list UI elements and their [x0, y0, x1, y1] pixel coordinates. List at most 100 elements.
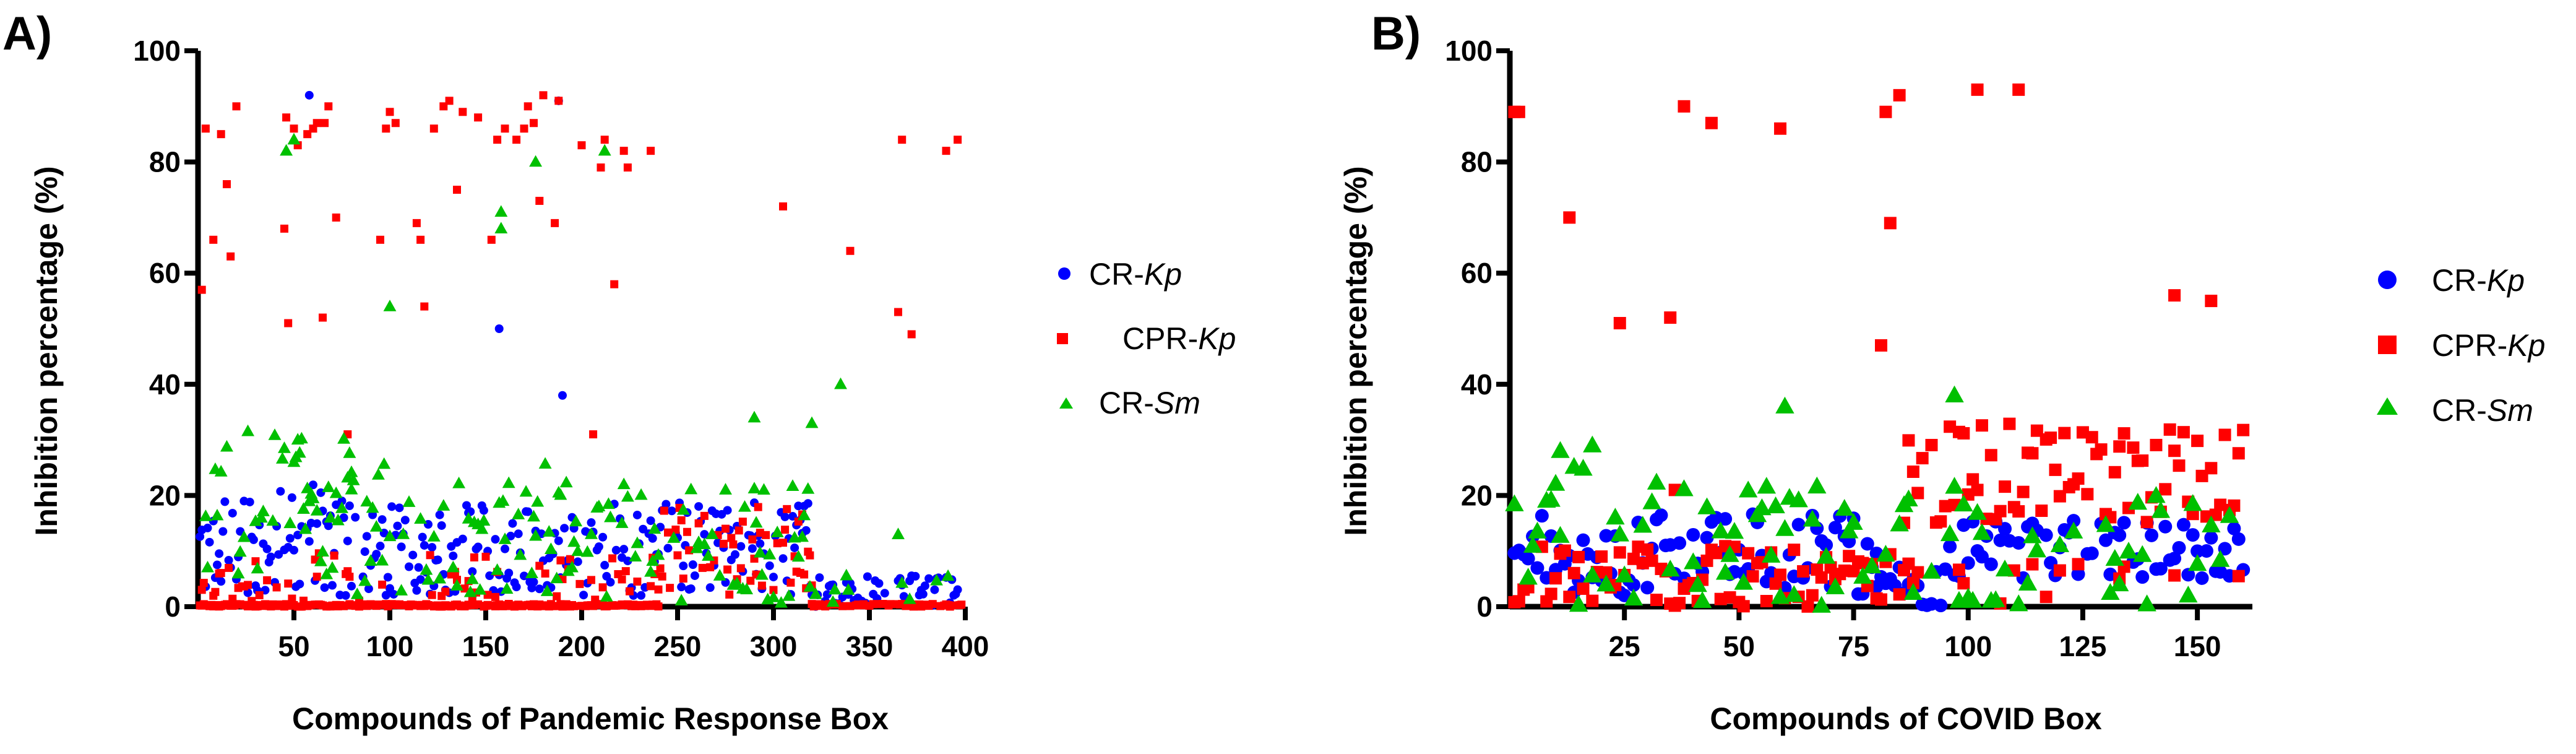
data-point-cpr-kp — [1952, 563, 1965, 576]
data-point-cpr-kp — [1673, 597, 1686, 610]
legend-label-cr-sm-a: CR-Sm — [1099, 386, 1200, 420]
data-point-cr-sm — [525, 566, 538, 578]
data-point-cpr-kp — [2117, 427, 2130, 440]
data-point-cpr-kp — [312, 573, 321, 581]
data-point-cr-sm — [214, 464, 228, 477]
data-point-cr-sm — [644, 565, 658, 577]
data-point-cr-sm — [1614, 565, 1634, 583]
data-point-cr-kp — [420, 540, 429, 550]
data-point-cpr-kp — [2168, 444, 2181, 457]
data-point-cr-sm — [930, 573, 943, 586]
data-point-cr-kp — [412, 586, 421, 595]
data-point-cr-sm — [383, 529, 397, 542]
data-point-cpr-kp — [1746, 570, 1759, 583]
data-point-cr-sm — [1551, 526, 1570, 543]
data-point-cpr-kp — [2012, 505, 2025, 518]
data-point-cr-kp — [2168, 552, 2182, 566]
data-point-cr-kp — [790, 543, 799, 552]
data-point-cr-sm — [1606, 508, 1625, 525]
data-point-cr-sm — [834, 377, 847, 389]
x-tick-label-b: 100 — [1944, 630, 1992, 662]
data-point-cpr-kp — [2136, 454, 2149, 467]
data-point-cr-kp — [435, 510, 444, 519]
data-point-cr-sm — [314, 554, 327, 566]
data-point-cr-kp — [462, 501, 471, 510]
data-point-cpr-kp — [725, 590, 734, 599]
legend-marker-triangle-a — [1059, 397, 1073, 409]
data-point-cpr-kp — [736, 564, 745, 573]
data-point-cr-kp — [2071, 567, 2085, 581]
data-point-cpr-kp — [197, 285, 206, 294]
data-point-cr-kp — [1521, 552, 1535, 566]
data-point-cr-kp — [646, 516, 655, 526]
data-point-cr-kp — [228, 508, 237, 518]
data-point-cr-sm — [502, 476, 515, 488]
data-point-cr-kp — [1686, 527, 1700, 542]
data-point-cr-sm — [600, 590, 613, 602]
data-point-cpr-kp — [1549, 572, 1562, 585]
data-point-cr-sm — [233, 545, 247, 557]
data-point-cpr-kp — [209, 235, 218, 244]
data-point-cr-sm — [828, 583, 842, 595]
data-point-cr-kp — [458, 534, 467, 544]
data-point-cr-sm — [566, 560, 579, 573]
legend-item-cr-kp-a: CR-Kp — [1058, 257, 1182, 292]
data-point-cpr-kp — [769, 586, 778, 594]
data-point-cpr-kp — [248, 597, 256, 605]
data-point-cr-kp — [747, 544, 757, 553]
data-point-cr-sm — [383, 300, 397, 311]
data-point-cpr-kp — [553, 592, 561, 600]
data-point-cr-sm — [465, 572, 479, 584]
data-point-cr-sm — [519, 485, 533, 497]
data-point-cr-kp — [953, 585, 962, 594]
data-point-cpr-kp — [2168, 569, 2181, 582]
data-point-cpr-kp — [453, 186, 461, 194]
data-point-cr-sm — [316, 545, 329, 557]
data-point-cpr-kp — [255, 591, 264, 599]
data-point-cpr-kp — [263, 576, 272, 584]
legend-item-cr-sm-b: CR-Sm — [2377, 393, 2533, 428]
data-point-cr-sm — [1757, 477, 1777, 494]
data-point-cr-kp — [376, 542, 385, 551]
data-point-cr-sm — [1803, 509, 1822, 527]
data-point-cpr-kp — [626, 587, 634, 596]
data-point-cpr-kp — [332, 213, 340, 222]
data-point-cr-kp — [295, 579, 304, 589]
data-point-cpr-kp — [2232, 447, 2245, 460]
data-point-cpr-kp — [928, 600, 937, 609]
data-point-cr-sm — [730, 576, 744, 589]
data-point-cpr-kp — [1664, 311, 1677, 324]
data-point-cpr-kp — [1572, 550, 1585, 563]
data-point-cr-sm — [1862, 556, 1882, 574]
data-point-cr-kp — [437, 521, 446, 530]
data-point-cr-sm — [2202, 515, 2221, 532]
data-point-cr-sm — [569, 514, 583, 527]
data-point-cr-sm — [1972, 523, 1992, 540]
data-point-cr-kp — [274, 550, 283, 559]
data-point-cr-sm — [371, 468, 385, 480]
data-point-cr-kp — [1718, 512, 1733, 526]
data-point-cpr-kp — [2163, 423, 2176, 436]
data-point-cr-kp — [731, 550, 739, 559]
data-point-cpr-kp — [1678, 100, 1691, 113]
chart-panel-a: A) 0 20 40 60 80 100 50 100 150 200 250 300 350 400 I… — [2, 7, 1236, 736]
x-tick-label-b: 150 — [2174, 630, 2221, 662]
data-point-cpr-kp — [2168, 289, 2181, 302]
data-point-cpr-kp — [1815, 571, 1828, 584]
data-point-cr-kp — [801, 526, 811, 535]
data-point-cr-kp — [623, 557, 632, 566]
plot-area-a — [196, 90, 966, 611]
data-point-cr-sm — [491, 563, 504, 575]
data-point-cr-kp — [2085, 546, 2099, 560]
data-point-cr-kp — [648, 534, 657, 543]
data-point-cr-sm — [199, 509, 212, 521]
data-point-cr-sm — [1770, 587, 1790, 604]
data-point-cpr-kp — [1911, 487, 1924, 500]
data-point-cr-kp — [663, 544, 673, 553]
data-point-cr-sm — [1624, 588, 1643, 606]
data-point-cr-kp — [2113, 528, 2127, 542]
data-point-cr-sm — [684, 482, 698, 495]
data-point-cr-sm — [1692, 591, 1712, 609]
data-point-cr-sm — [892, 527, 905, 539]
